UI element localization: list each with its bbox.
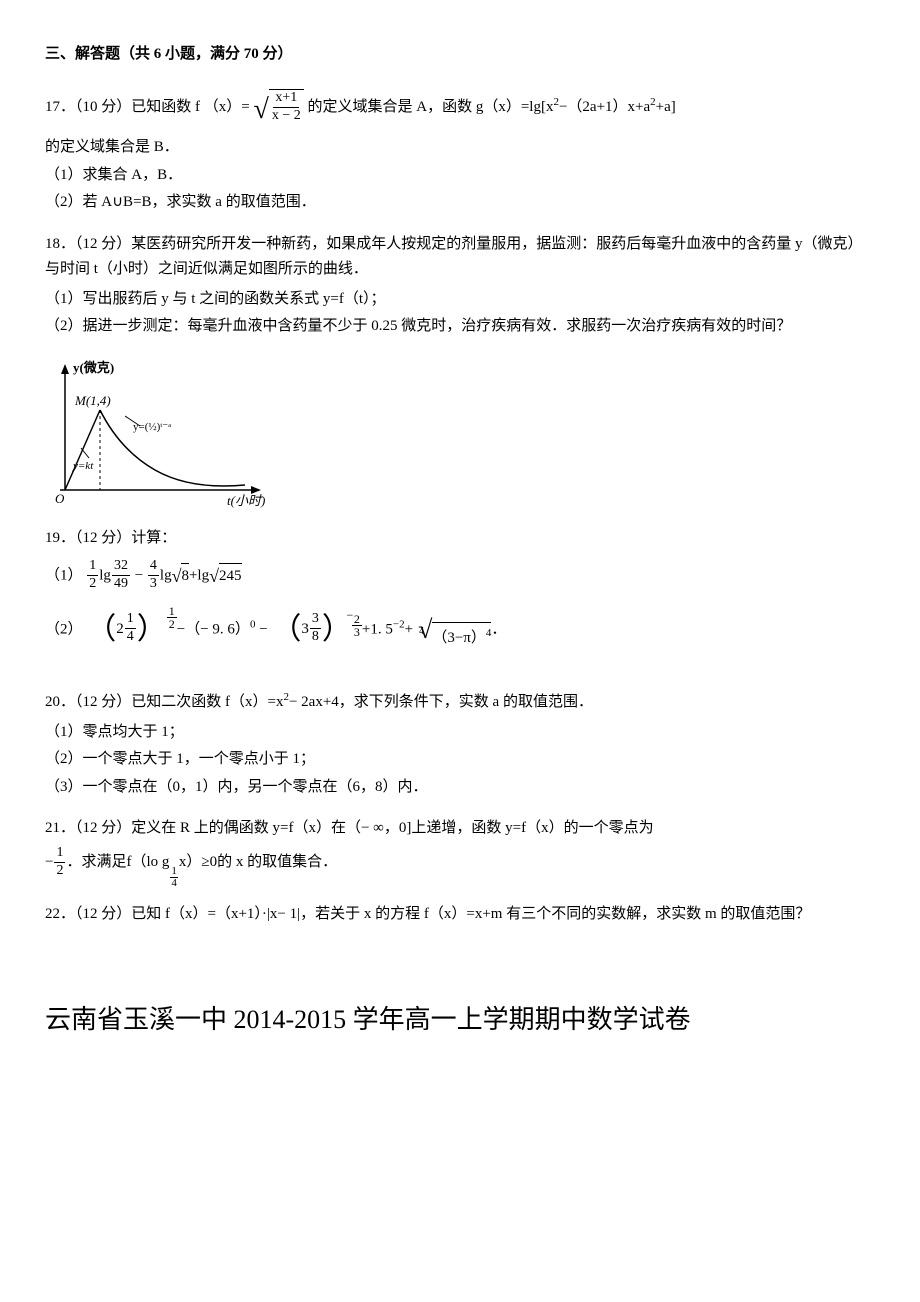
q20-sub2: （2）一个零点大于 1，一个零点小于 1；	[45, 747, 875, 773]
sqrt8-body: 8	[181, 563, 189, 590]
minus: −	[135, 568, 143, 584]
exp-den: 2	[167, 618, 177, 630]
q17-mid: 的定义域集合是 A，函数 g（x）=lg[x	[308, 99, 554, 115]
frac-den: 2	[54, 863, 65, 880]
sqrt245-body: 245	[219, 563, 242, 590]
q19-part1: （1） 1 2 lg 32 49 − 4 3 lg√8+lg√245	[45, 559, 875, 594]
graph-curve-label: y=(½)ᵗ⁻ᵃ	[133, 421, 171, 433]
frac-den: 4	[170, 878, 178, 889]
q19-1-prefix: （1）	[45, 568, 83, 584]
q17-mid2: −（2a+1）x+a	[559, 99, 650, 115]
frac-den: 4	[125, 629, 136, 646]
lg: lg	[99, 568, 111, 584]
frac-num: 1	[87, 558, 98, 576]
exp-zero: 0	[250, 618, 256, 630]
frac-num: 4	[148, 558, 159, 576]
q18-sub1: （1）写出服药后 y 与 t 之间的函数关系式 y=f（t）；	[45, 287, 875, 313]
q19-2-c: （3 3 8 ）	[271, 612, 352, 647]
q20-sub3: （3）一个零点在（0，1）内，另一个零点在（6，8）内．	[45, 775, 875, 801]
q21-mid: ．求满足f（lo g	[66, 850, 169, 876]
q19-2-prefix: （2）	[45, 621, 83, 637]
q17-sub2: （2）若 A∪B=B，求实数 a 的取值范围．	[45, 190, 875, 216]
frac-num: 1	[54, 845, 65, 863]
frac-den: 49	[112, 576, 130, 593]
exp-a: 1 2	[167, 605, 177, 630]
frac-num: 1	[170, 866, 178, 878]
q17-end: +a]	[656, 99, 676, 115]
q17-frac: x+1 x − 2	[270, 90, 303, 125]
q21-end: x）≥0的 x 的取值集合．	[179, 850, 337, 876]
root-index: 4	[419, 623, 424, 640]
graph-x-label: t(小时)	[227, 493, 265, 508]
root4: 4 √ （3−π）4	[413, 608, 491, 652]
frac-den: 8	[310, 629, 321, 646]
graph-y-label: y(微克)	[73, 360, 114, 375]
q17-frac-den: x − 2	[270, 108, 303, 125]
q21-line2: − 1 2 ．求满足f（lo g 1 4 x）≥0的 x 的取值集合．	[45, 846, 875, 881]
plus-lg: +lg	[189, 568, 209, 584]
section-3-title: 三、解答题（共 6 小题，满分 70 分）	[45, 42, 875, 68]
exp-den: 3	[352, 626, 362, 638]
frac-num: 3	[310, 611, 321, 629]
question-17: 17．（10 分）已知函数 f （x）= √ x+1 x − 2 的定义域集合是…	[45, 84, 875, 132]
frac-num: 32	[112, 558, 130, 576]
q19-2-a: （2 1 4 ）	[86, 612, 167, 647]
q17-sqrt: √ x+1 x − 2	[253, 84, 303, 132]
root-body: （3−π）	[432, 630, 486, 646]
q20-a: 20．（12 分）已知二次函数 f（x）=x	[45, 694, 283, 710]
frac-den: 3	[148, 576, 159, 593]
graph-origin: O	[55, 491, 65, 506]
graph-peak-label: M(1,4)	[74, 393, 111, 408]
minus-c: −	[259, 621, 271, 637]
neg: −	[347, 609, 354, 621]
frac-den: 2	[87, 576, 98, 593]
plus: +	[405, 621, 413, 637]
q21-logbase: 1 4	[169, 858, 179, 889]
question-21: 21．（12 分）定义在 R 上的偶函数 y=f（x）在（− ∞，0]上递增，函…	[45, 816, 875, 842]
exp-c: − 2 3	[352, 601, 362, 638]
q18-sub2: （2）据进一步测定：每毫升血液中含药量不少于 0.25 微克时，治疗疾病有效．求…	[45, 314, 875, 340]
q19-1-f3: 4 3	[148, 558, 159, 593]
part-b: −（− 9. 6）	[177, 621, 250, 637]
question-18: 18．（12 分）某医药研究所开发一种新药，如果成年人按规定的剂量服用，据监测：…	[45, 232, 875, 283]
q17-frac-num: x+1	[273, 90, 299, 108]
sqrt245: √245	[209, 561, 241, 592]
q21-frac: 1 2	[54, 845, 65, 880]
question-19: 19．（12 分）计算：	[45, 526, 875, 552]
int-c: 3	[301, 617, 309, 643]
q17-line2: 的定义域集合是 B．	[45, 135, 875, 161]
q20-b: − 2ax+4，求下列条件下，实数 a 的取值范围．	[289, 694, 593, 710]
q19-1-f2: 32 49	[112, 558, 130, 593]
root-exp: 4	[486, 627, 492, 639]
int-a: 2	[116, 617, 124, 643]
q21-neg: −	[45, 850, 53, 876]
sqrt8: √8	[172, 561, 189, 592]
frac-num: 1	[125, 611, 136, 629]
plus-15: +1. 5	[362, 621, 393, 637]
q18-graph: y(微克) t(小时) O M(1,4) y=(½)ᵗ⁻ᵃ y=kt	[45, 350, 875, 510]
q17-prefix: 17．（10 分）已知函数 f （x）=	[45, 99, 250, 115]
q20-sub1: （1）零点均大于 1；	[45, 720, 875, 746]
footer-title: 云南省玉溪一中 2014-2015 学年高一上学期期中数学试卷	[45, 998, 875, 1042]
graph-line-label: y=kt	[72, 460, 94, 472]
sqrt-icon: √	[253, 86, 268, 134]
q19-part2: （2） （2 1 4 ） 1 2 −（− 9. 6）0 − （3 3 8 ） −…	[45, 608, 875, 659]
exp-m2: −2	[393, 618, 405, 630]
q19-1-f1: 1 2	[87, 558, 98, 593]
question-20: 20．（12 分）已知二次函数 f（x）=x2− 2ax+4，求下列条件下，实数…	[45, 688, 875, 716]
question-22: 22．（12 分）已知 f（x）=（x+1）·|x− 1|，若关于 x 的方程 …	[45, 902, 875, 928]
lg2: lg	[160, 568, 172, 584]
period: ．	[491, 621, 506, 637]
q17-sub1: （1）求集合 A，B．	[45, 163, 875, 189]
